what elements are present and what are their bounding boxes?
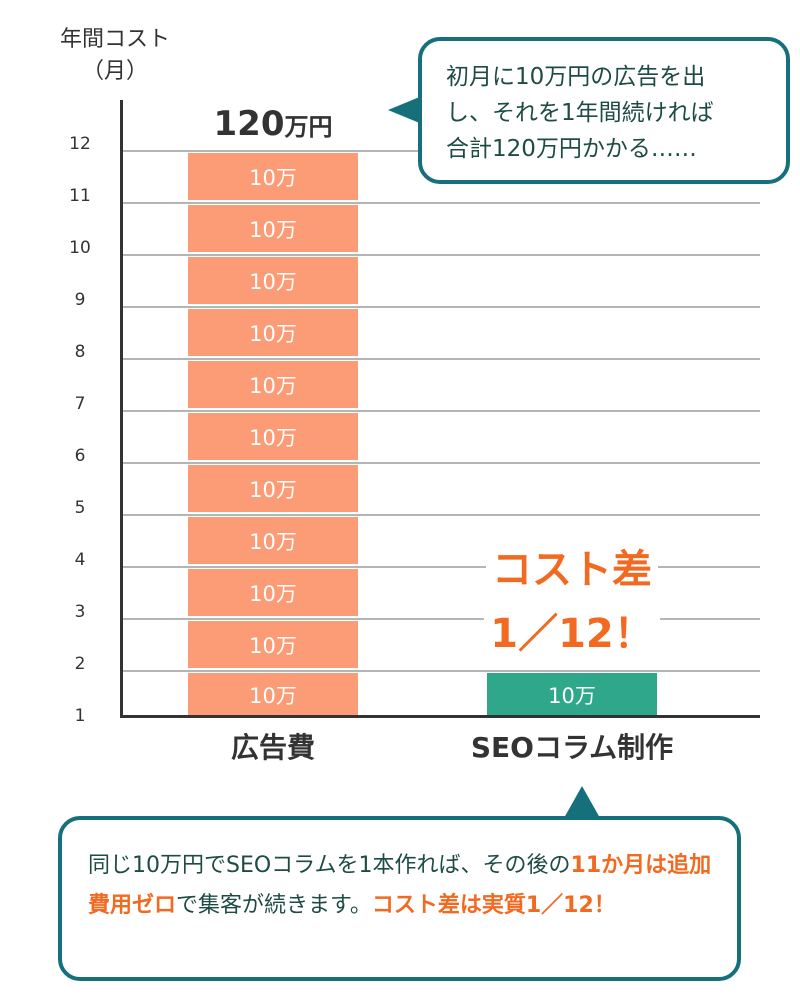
x-label-seo: SEOコラム制作 xyxy=(470,731,674,764)
y-tick: 1 xyxy=(74,706,86,726)
y-tick: 6 xyxy=(74,446,86,466)
y-axis-title: 年間コスト （月） xyxy=(40,24,190,88)
bottom-bubble-highlight: 11か月は追加費用ゼロ xyxy=(88,853,712,918)
y-tick: 12 xyxy=(69,134,91,154)
ad-bar-segment: 10万 xyxy=(188,465,358,512)
ad-bar-segment: 10万 xyxy=(188,257,358,304)
y-tick: 2 xyxy=(74,654,86,674)
y-tick: 9 xyxy=(74,290,86,310)
ad-total-number: 120 xyxy=(213,104,285,144)
y-axis-title-line2: （月） xyxy=(81,59,148,84)
ad-total-unit: 万円 xyxy=(284,113,333,141)
gridline-6 xyxy=(122,462,760,464)
top-bubble-line1: 初月に10万円の広告を出 xyxy=(446,64,706,90)
y-tick: 8 xyxy=(74,342,86,362)
bottom-bubble-text: 同じ10万円でSEOコラムを1本作れば、その後の xyxy=(88,853,571,878)
gridline-4 xyxy=(122,566,760,568)
ad-bar-segment: 10万 xyxy=(188,413,358,460)
ad-bar-segment: 10万 xyxy=(188,361,358,408)
bubble-pointer-left-icon xyxy=(388,96,422,124)
top-bubble-line3: 合計120万円かかる…… xyxy=(446,136,697,162)
y-tick: 7 xyxy=(74,394,86,414)
cost-diff-callout-line1: コスト差 xyxy=(440,544,704,596)
bottom-bubble-highlight: コスト差は実質1／12！ xyxy=(371,893,616,918)
x-axis-line xyxy=(120,715,760,718)
x-label-ad: 広告費 xyxy=(230,731,315,764)
ad-bar-segment: 10万 xyxy=(188,309,358,356)
ad-bar-segment: 10万 xyxy=(188,205,358,252)
ad-bar-segment: 10万 xyxy=(188,621,358,668)
y-tick: 11 xyxy=(69,186,91,206)
gridline-5 xyxy=(122,514,760,516)
y-tick: 5 xyxy=(74,498,86,518)
ad-bar-segment: 10万 xyxy=(188,517,358,564)
bottom-bubble-text: で集客が続きます。 xyxy=(176,893,372,918)
cost-diff-callout-line2: 1／12！ xyxy=(440,608,704,660)
seo-bar-segment: 10万 xyxy=(487,673,657,716)
y-axis-title-line1: 年間コスト xyxy=(59,27,170,52)
y-tick: 3 xyxy=(74,602,86,622)
ad-total-label: 120万円 xyxy=(188,104,358,144)
y-tick: 4 xyxy=(74,550,86,570)
ad-bar-segment: 10万 xyxy=(188,673,358,716)
y-tick: 10 xyxy=(69,238,91,258)
top-bubble-line2: し、それを1年間続ければ xyxy=(446,100,714,126)
gridline-3 xyxy=(122,618,760,620)
bubble-pointer-up-icon xyxy=(564,786,600,818)
ad-bar-segment: 10万 xyxy=(188,569,358,616)
gridline-8 xyxy=(122,358,760,360)
gridline-2 xyxy=(122,670,760,672)
ad-bar-segment: 10万 xyxy=(188,153,358,200)
gridline-9 xyxy=(122,306,760,308)
bottom-speech-bubble: 同じ10万円でSEOコラムを1本作れば、その後の11か月は追加費用ゼロで集客が続… xyxy=(58,816,741,981)
gridline-11 xyxy=(122,202,760,204)
y-axis-line xyxy=(120,100,123,718)
gridline-7 xyxy=(122,410,760,412)
gridline-10 xyxy=(122,254,760,256)
top-speech-bubble: 初月に10万円の広告を出 し、それを1年間続ければ 合計120万円かかる…… xyxy=(418,37,790,184)
